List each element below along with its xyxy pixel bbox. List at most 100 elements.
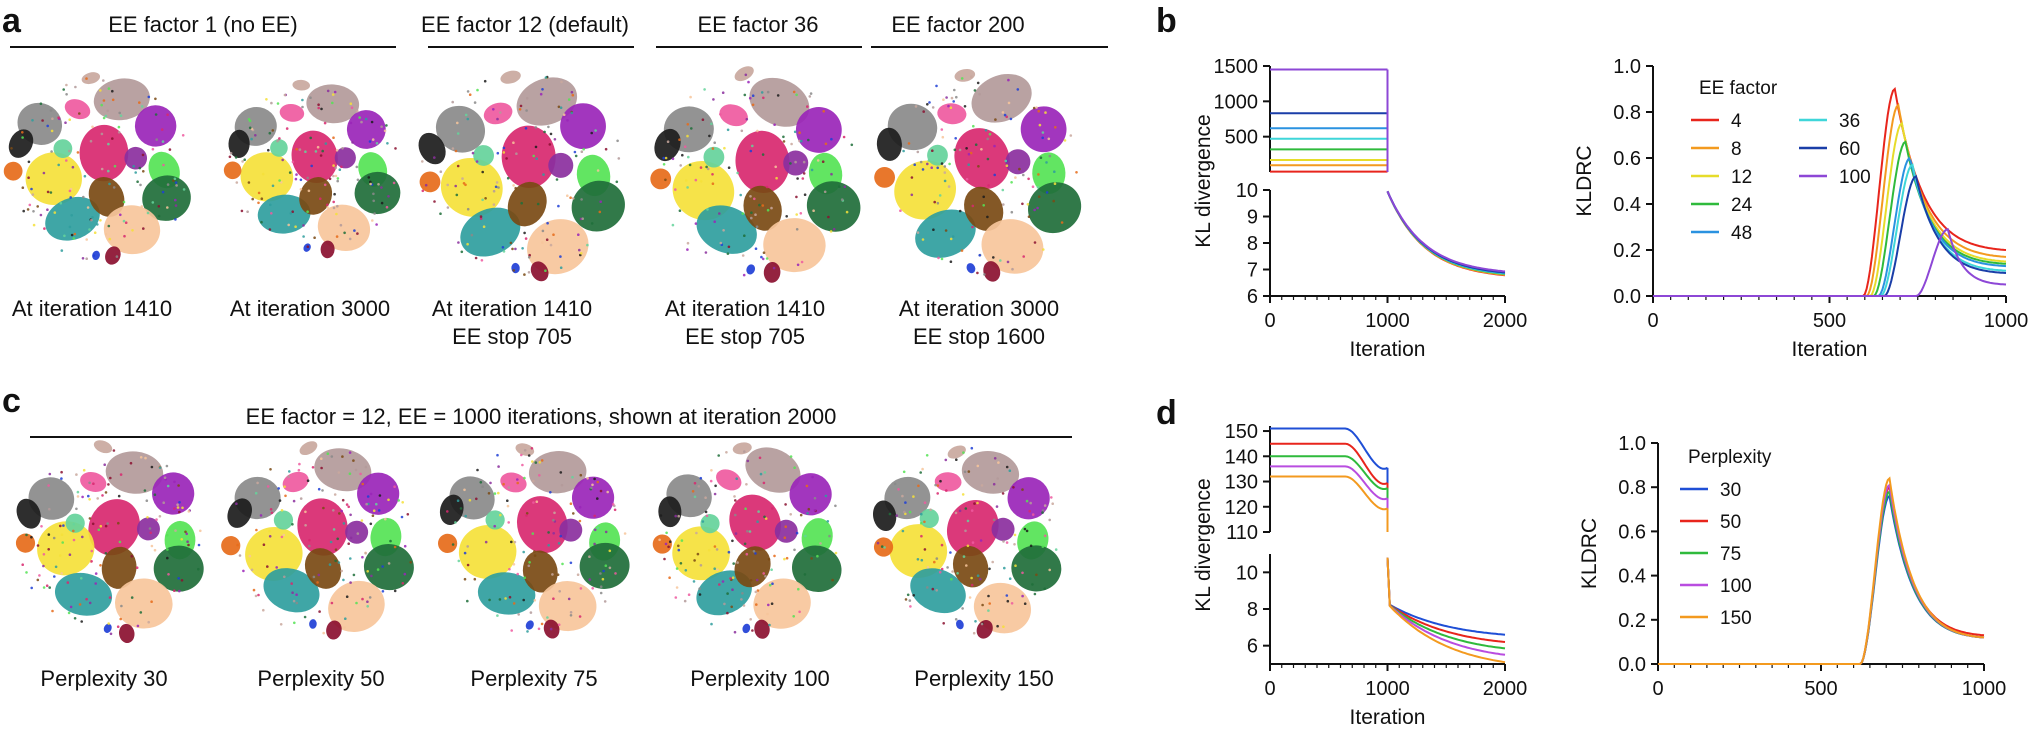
scatter-point bbox=[160, 128, 164, 131]
scatter-point bbox=[51, 117, 54, 120]
panel-c-embedding-1 bbox=[15, 440, 204, 644]
scatter-point bbox=[507, 486, 511, 489]
cluster-12 bbox=[80, 471, 107, 492]
legend-title: EE factor bbox=[1699, 78, 1778, 99]
scatter-point bbox=[677, 548, 681, 552]
cluster-4 bbox=[79, 124, 129, 182]
scatter-point bbox=[166, 548, 169, 551]
scatter-point bbox=[684, 569, 688, 572]
cluster-3 bbox=[142, 175, 191, 221]
scatter-point bbox=[774, 165, 777, 169]
scatter-point bbox=[1026, 203, 1030, 206]
cluster-14 bbox=[746, 264, 756, 275]
scatter-point bbox=[945, 96, 948, 99]
scatter-point bbox=[961, 493, 965, 496]
scatter-point bbox=[596, 169, 600, 172]
scatter-point bbox=[100, 167, 104, 171]
scatter-point bbox=[793, 466, 796, 470]
scatter-point bbox=[355, 165, 359, 169]
cluster-15 bbox=[1005, 149, 1031, 175]
y-tick-label-upper: 110 bbox=[1226, 522, 1258, 544]
scatter-point bbox=[483, 79, 487, 83]
scatter-point bbox=[1069, 134, 1073, 137]
scatter-point bbox=[72, 529, 75, 533]
scatter-point bbox=[1008, 469, 1012, 473]
scatter-point bbox=[92, 254, 96, 257]
scatter-point bbox=[792, 615, 795, 618]
scatter-point bbox=[506, 504, 510, 508]
scatter-point bbox=[262, 543, 266, 546]
scatter-point bbox=[993, 144, 996, 148]
scatter-point bbox=[364, 465, 368, 469]
scatter-point bbox=[736, 171, 739, 175]
cluster-13 bbox=[320, 240, 335, 259]
scatter-point bbox=[280, 535, 284, 539]
cluster-12 bbox=[716, 469, 742, 491]
scatter-point bbox=[956, 572, 959, 575]
scatter-point bbox=[684, 179, 688, 182]
scatter-point bbox=[356, 532, 360, 535]
scatter-point bbox=[1045, 191, 1049, 194]
scatter-point bbox=[681, 153, 684, 157]
scatter-point bbox=[547, 544, 550, 547]
cluster-4 bbox=[501, 125, 556, 189]
scatter-point bbox=[713, 141, 716, 144]
scatter-point bbox=[971, 204, 975, 208]
scatter-point bbox=[292, 599, 296, 603]
cluster-3 bbox=[354, 171, 401, 215]
scatter-point bbox=[319, 197, 322, 200]
scatter-point bbox=[88, 481, 91, 485]
legend-label-150: 150 bbox=[1720, 608, 1752, 629]
scatter-point bbox=[367, 176, 371, 179]
cluster-14 bbox=[511, 262, 520, 274]
scatter-point bbox=[348, 472, 352, 476]
legend-label-8: 8 bbox=[1731, 139, 1742, 160]
scatter-point bbox=[58, 554, 62, 557]
scatter-point bbox=[755, 603, 758, 606]
scatter-point bbox=[962, 555, 966, 558]
scatter-point bbox=[53, 211, 57, 214]
scatter-point bbox=[795, 195, 798, 199]
scatter-point bbox=[710, 622, 713, 626]
scatter-point bbox=[522, 550, 525, 554]
scatter-point bbox=[1014, 176, 1017, 179]
cluster-13 bbox=[530, 261, 549, 282]
y-tick-label-lower: 10 bbox=[1236, 562, 1258, 584]
scatter-point bbox=[360, 120, 363, 124]
scatter-point bbox=[66, 581, 70, 584]
scatter-point bbox=[914, 105, 918, 108]
scatter-point bbox=[104, 114, 108, 118]
scatter-point bbox=[1048, 154, 1052, 158]
scatter-point bbox=[668, 576, 671, 579]
scatter-point bbox=[234, 156, 238, 159]
scatter-point bbox=[940, 162, 944, 165]
cluster-0 bbox=[528, 451, 587, 494]
cluster-7 bbox=[522, 550, 558, 593]
scatter-point bbox=[943, 179, 947, 183]
scatter-point bbox=[557, 623, 561, 626]
scatter-point bbox=[599, 489, 603, 493]
scatter-point bbox=[298, 148, 302, 151]
scatter-point bbox=[1022, 255, 1025, 258]
scatter-point bbox=[811, 475, 814, 479]
scatter-point bbox=[913, 163, 916, 166]
scatter-point bbox=[339, 223, 343, 227]
scatter-point bbox=[28, 203, 32, 207]
cluster-5 bbox=[894, 160, 957, 220]
scatter-point bbox=[280, 509, 284, 512]
scatter-point bbox=[332, 164, 335, 167]
scatter-point bbox=[976, 464, 980, 468]
scatter-point bbox=[678, 138, 681, 141]
scatter-point bbox=[330, 455, 334, 458]
scatter-point bbox=[278, 499, 282, 502]
scatter-point bbox=[21, 136, 24, 139]
scatter-point bbox=[527, 271, 531, 274]
scatter-point bbox=[254, 134, 257, 137]
scatter-point bbox=[751, 94, 755, 97]
scatter-point bbox=[816, 159, 820, 162]
scatter-point bbox=[699, 166, 703, 169]
scatter-point bbox=[375, 502, 378, 506]
scatter-point bbox=[349, 513, 352, 517]
cluster-10 bbox=[439, 494, 464, 525]
scatter-point bbox=[60, 249, 64, 252]
